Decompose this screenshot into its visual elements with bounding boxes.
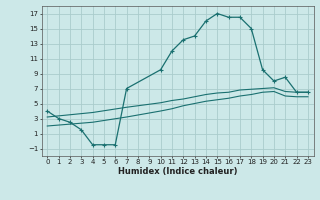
- X-axis label: Humidex (Indice chaleur): Humidex (Indice chaleur): [118, 167, 237, 176]
